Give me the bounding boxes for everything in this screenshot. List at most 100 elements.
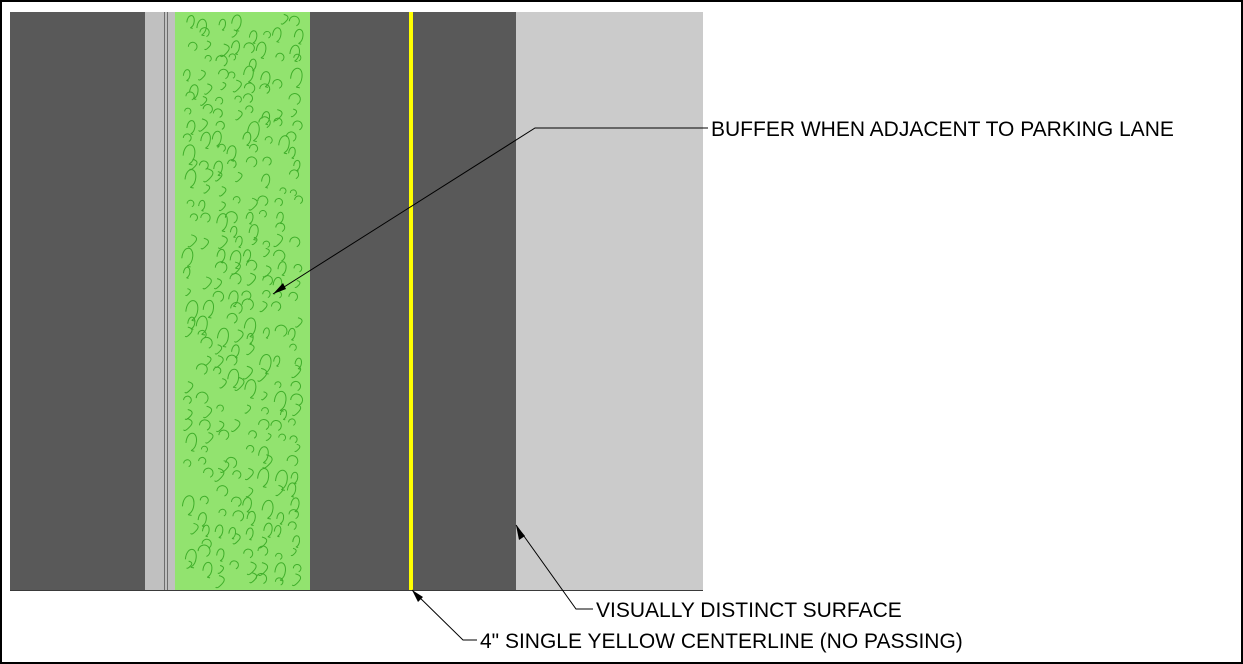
texture-squiggle	[215, 96, 224, 105]
texture-squiggle	[197, 69, 206, 81]
texture-squiggle	[216, 404, 224, 412]
texture-squiggle	[288, 509, 299, 520]
texture-squiggle	[243, 548, 254, 559]
texture-squiggle	[275, 552, 283, 560]
texture-squiggle	[288, 93, 301, 105]
texture-squiggle	[262, 275, 273, 286]
texture-squiggle	[201, 538, 212, 549]
texture-squiggle	[195, 315, 208, 336]
texture-squiggle	[290, 380, 302, 391]
texture-squiggle	[263, 522, 273, 538]
texture-squiggle	[246, 332, 254, 345]
texture-squiggle	[248, 430, 257, 439]
texture-squiggle	[184, 326, 193, 338]
texture-squiggle	[258, 446, 269, 464]
texture-squiggle	[259, 354, 272, 375]
texture-squiggle	[204, 83, 213, 95]
texture-squiggle	[215, 120, 225, 130]
texture-squiggle	[200, 212, 211, 223]
texture-squiggle	[186, 560, 193, 569]
texture-squiggle	[248, 30, 258, 44]
texture-squiggle	[185, 288, 191, 297]
texture-squiggle	[198, 456, 207, 465]
texture-squiggle	[273, 249, 286, 262]
travel-lane-left	[10, 12, 145, 590]
texture-squiggle	[234, 171, 243, 183]
texture-squiggle	[184, 381, 194, 394]
texture-squiggle	[218, 201, 226, 212]
texture-squiggle	[200, 96, 208, 106]
texture-squiggle	[258, 419, 270, 430]
texture-squiggle	[216, 213, 228, 233]
texture-squiggle	[230, 302, 243, 314]
texture-squiggle	[245, 105, 254, 114]
texture-squiggle	[259, 300, 268, 313]
texture-squiggle	[275, 484, 284, 497]
texture-squiggle	[248, 197, 258, 211]
texture-squiggle	[257, 367, 268, 382]
texture-squiggle	[187, 41, 198, 52]
texture-squiggle	[226, 312, 238, 324]
texture-squiggle	[242, 365, 253, 380]
texture-squiggle	[214, 261, 228, 274]
texture-squiggle	[200, 336, 213, 349]
texture-squiggle	[235, 235, 243, 249]
texture-squiggle	[220, 81, 227, 91]
texture-squiggle	[181, 247, 194, 268]
texture-squiggle	[243, 65, 254, 84]
texture-squiggle	[245, 527, 254, 541]
texture-squiggle	[230, 496, 242, 507]
buffer-strip	[175, 12, 310, 590]
texture-squiggle	[290, 547, 297, 557]
texture-squiggle	[278, 135, 290, 155]
texture-squiggle	[274, 324, 288, 337]
texture-squiggle	[216, 485, 229, 497]
texture-squiggle	[201, 524, 210, 538]
texture-squiggle	[242, 496, 252, 513]
texture-squiggle	[216, 327, 229, 348]
texture-squiggle	[214, 171, 223, 182]
texture-squiggle	[276, 512, 285, 525]
texture-squiggle	[243, 317, 257, 338]
texture-squiggle	[285, 131, 297, 142]
texture-squiggle	[185, 432, 197, 452]
texture-squiggle	[224, 211, 238, 224]
texture-squiggle	[289, 435, 298, 444]
surface-leader-arrowhead	[516, 525, 525, 540]
texture-squiggle	[202, 299, 214, 319]
texture-squiggle	[288, 169, 300, 180]
texture-squiggle	[277, 261, 287, 277]
texture-squiggle	[248, 224, 259, 241]
texture-squiggle	[289, 44, 300, 63]
texture-squiggle	[203, 467, 214, 478]
texture-squiggle	[199, 495, 209, 505]
texture-squiggle	[257, 468, 270, 488]
texture-squiggle	[255, 573, 268, 585]
texture-squiggle	[243, 82, 256, 94]
texture-squiggle	[182, 69, 191, 82]
texture-squiggle	[260, 391, 268, 401]
texture-squiggle	[275, 52, 285, 62]
texture-squiggle	[195, 391, 209, 404]
texture-squiggle	[232, 470, 242, 479]
texture-squiggle	[294, 357, 302, 370]
texture-squiggle	[204, 54, 212, 62]
texture-squiggle	[292, 120, 303, 131]
texture-squiggle	[287, 521, 297, 530]
texture-squiggle	[279, 408, 287, 421]
texture-squiggle	[204, 40, 212, 51]
surface-leader-line	[515, 524, 593, 610]
texture-squiggle	[246, 343, 255, 356]
texture-squiggle	[212, 290, 225, 302]
texture-squiggle	[273, 233, 284, 248]
texture-squiggle	[261, 111, 271, 126]
texture-squiggle	[231, 14, 242, 32]
texture-squiggle	[214, 467, 225, 482]
texture-squiggle	[271, 27, 282, 43]
texture-squiggle	[245, 211, 254, 225]
texture-squiggle	[242, 131, 252, 147]
texture-squiggle	[273, 525, 282, 538]
texture-squiggle	[202, 104, 213, 114]
texture-squiggle	[270, 420, 282, 431]
texture-squiggle	[292, 403, 302, 417]
